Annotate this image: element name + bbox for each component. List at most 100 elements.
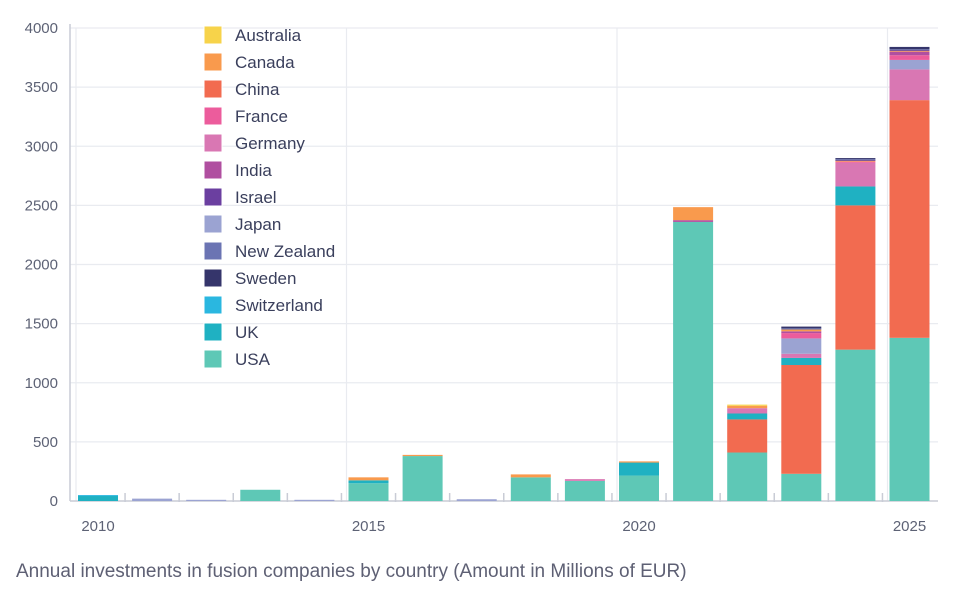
bar-segment-china-2024 [835,205,876,350]
bar-segment-usa-2019 [564,480,605,501]
bar-segment-france-2025 [889,55,930,60]
bar-segment-canada-2021 [673,207,714,221]
legend-item-uk: UK [203,322,259,342]
legend-item-india: India [203,160,272,180]
legend-label: France [235,107,288,126]
bar-segment-usa-2016 [402,456,443,501]
bar-segment-uk-2022 [727,413,768,420]
y-tick-label: 3000 [25,138,58,155]
legend-item-new-zealand: New Zealand [203,241,335,261]
bar-segment-china-2023 [781,365,822,474]
y-tick-label: 2500 [25,197,58,214]
legend-swatch [203,322,223,342]
x-axis-tick-labels: 2010 2015 2020 2025 [81,518,926,535]
bar-segment-india-2025 [889,51,930,56]
legend-item-japan: Japan [203,214,281,234]
legend-label: Switzerland [235,296,323,315]
legend-item-australia: Australia [203,25,302,45]
y-axis-tick-labels: 0 500 1000 1500 2000 2500 3000 3500 4000 [25,20,58,510]
legend-label: New Zealand [235,242,335,261]
legend-swatch [203,25,223,45]
bar-segment-uk-2020 [619,462,659,476]
legend-swatch [203,268,223,288]
bar-segment-uk-2015 [348,480,389,484]
bar-segment-usa-2013 [240,489,281,501]
legend-label: China [235,80,280,99]
bar-segment-japan-2025 [889,59,930,70]
bar-segment-new-zealand-2024 [835,159,876,161]
bar-segment-israel-2024 [835,159,876,161]
legend-item-canada: Canada [203,52,295,72]
legend-label: UK [235,323,259,342]
legend-swatch [203,79,223,99]
y-tick-label: 3500 [25,79,58,96]
legend-item-israel: Israel [203,187,277,207]
bar-segment-usa-2015 [348,483,389,501]
legend-swatch [203,106,223,126]
y-tick-label: 4000 [25,20,58,37]
bar-segment-china-2022 [727,419,768,453]
legend-swatch [203,133,223,153]
legend-item-germany: Germany [203,133,305,153]
bar-segment-usa-2020 [619,475,659,501]
bar-segment-uk-2024 [835,186,876,206]
legend-swatch [203,349,223,369]
bar-segment-new-zealand-2025 [889,49,930,51]
y-tick-label: 2000 [25,257,58,274]
bar-segment-germany-2023 [781,353,822,358]
legend-label: Japan [235,215,281,234]
legend-swatch [203,214,223,234]
bar-segment-japan-2012 [186,499,227,501]
legend-item-china: China [203,79,280,99]
bar-segment-japan-2017 [456,499,497,501]
x-tick-label: 2025 [893,518,926,535]
bar-segment-canada-2016 [402,454,443,457]
bar-segment-canada-2025 [889,50,930,52]
bar-segment-canada-2024 [835,160,876,162]
x-tick-label: 2020 [622,518,655,535]
legend-label: USA [235,350,271,369]
bar-segment-germany-2022 [727,408,768,414]
bar-segment-sweden-2023 [781,326,822,329]
y-tick-label: 500 [33,434,58,451]
bar-segment-germany-2025 [889,69,930,101]
bar-segment-usa-2021 [673,221,714,501]
bar-segment-usa-2018 [510,477,551,501]
legend-item-usa: USA [203,349,271,369]
bar-segment-uk-2010 [78,495,118,501]
bar-segment-india-2021 [673,220,714,222]
legend-item-sweden: Sweden [203,268,296,288]
y-tick-label: 1500 [25,316,58,333]
legend-label: Canada [235,53,295,72]
legend-label: Sweden [235,269,296,288]
bar-segment-switzerland-2010 [78,495,118,497]
bar-segment-france-2023 [781,333,822,339]
bar-segment-canada-2023 [781,329,822,332]
legend-swatch [203,295,223,315]
legend-swatch [203,187,223,207]
bar-segment-usa-2023 [781,473,822,501]
legend-swatch [203,241,223,261]
bar-segment-china-2025 [889,100,930,338]
bar-segment-japan-2023 [781,338,822,354]
bar-segment-japan-2011 [132,498,173,501]
bar-segment-uk-2023 [781,357,822,366]
bar-segment-sweden-2024 [835,158,876,160]
legend-label: India [235,161,272,180]
legend-swatch [203,160,223,180]
bar-segment-canada-2020 [619,461,659,463]
bar-segment-germany-2019 [564,479,605,481]
bar-segment-japan-2014 [294,499,335,501]
bar-segment-new-zealand-2023 [781,328,822,330]
bar-segment-canada-2018 [510,474,551,478]
bar-segment-germany-2024 [835,162,876,187]
bar-segment-usa-2025 [889,337,930,501]
legend-item-switzerland: Switzerland [203,295,323,315]
x-tick-label: 2015 [352,518,385,535]
bar-segment-canada-2022 [727,405,768,409]
bar-segment-india-2023 [781,331,822,334]
y-tick-label: 1000 [25,375,58,392]
legend-label: Israel [235,188,277,207]
x-tick-label: 2010 [81,518,114,535]
